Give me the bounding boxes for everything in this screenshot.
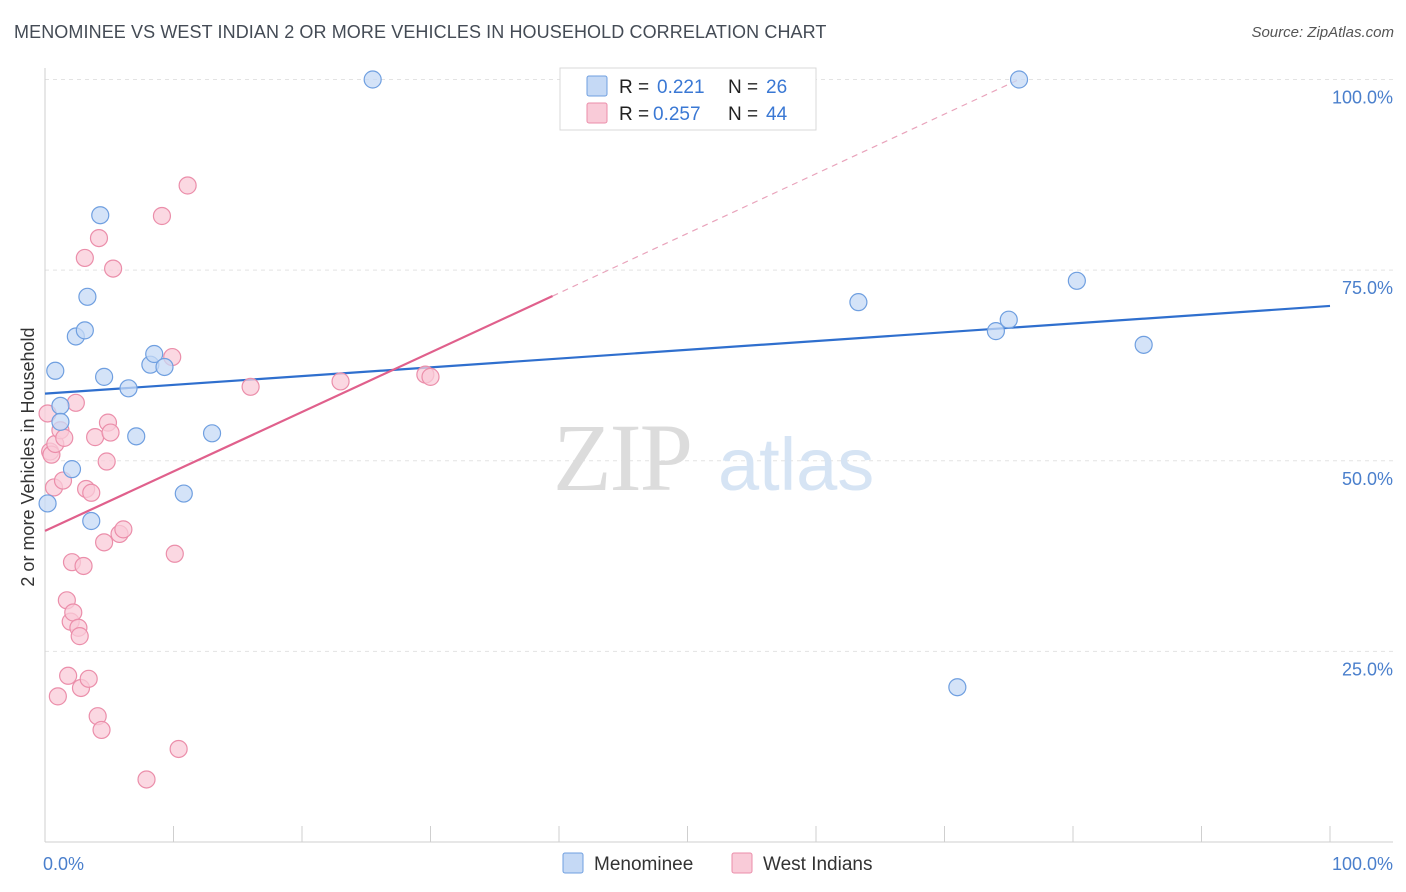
point-west-indians bbox=[169, 739, 188, 759]
point-west-indians bbox=[92, 720, 111, 740]
point-west-indians bbox=[97, 452, 116, 471]
point-menominee bbox=[82, 511, 101, 531]
point-menominee bbox=[363, 70, 382, 89]
point-west-indians bbox=[89, 229, 109, 248]
legend-top: R = 0.221 N = 26 R = 0.257 N = 44 bbox=[559, 67, 817, 131]
grid-lines bbox=[45, 79, 1393, 652]
point-west-indians bbox=[86, 428, 105, 447]
legend-n-west-indians: 44 bbox=[766, 104, 788, 125]
y-axis-label: 2 or more Vehicles in Household bbox=[18, 327, 38, 586]
legend-n-label: N = bbox=[728, 77, 758, 98]
legend-r-label: R = bbox=[619, 104, 649, 125]
point-menominee bbox=[51, 396, 70, 415]
watermark: ZIP atlas bbox=[553, 404, 874, 511]
x-tick-label: 100.0% bbox=[1332, 854, 1393, 874]
x-tick-label: 0.0% bbox=[43, 854, 84, 874]
watermark-zip: ZIP bbox=[553, 404, 691, 511]
legend-bottom-swatch-menominee bbox=[562, 852, 584, 874]
point-menominee bbox=[849, 293, 868, 312]
legend-bottom: Menominee West Indians bbox=[562, 852, 872, 875]
point-west-indians bbox=[421, 367, 440, 386]
point-menominee bbox=[986, 322, 1006, 341]
point-west-indians bbox=[95, 533, 114, 552]
point-menominee bbox=[46, 361, 65, 380]
point-west-indians bbox=[48, 687, 67, 706]
legend-bottom-west-indians: West Indians bbox=[763, 854, 872, 875]
point-menominee bbox=[948, 678, 967, 697]
point-menominee bbox=[174, 484, 193, 503]
point-menominee bbox=[127, 427, 146, 446]
legend-bottom-menominee: Menominee bbox=[594, 854, 693, 875]
point-menominee bbox=[62, 460, 82, 479]
legend-n-menominee: 26 bbox=[766, 77, 787, 98]
point-menominee bbox=[78, 287, 97, 306]
point-west-indians bbox=[101, 423, 120, 442]
point-menominee bbox=[1134, 335, 1153, 354]
point-west-indians bbox=[152, 206, 172, 226]
point-west-indians bbox=[75, 248, 94, 268]
legend-r-menominee: 0.221 bbox=[657, 77, 705, 98]
point-menominee bbox=[155, 357, 174, 377]
trend-line-west-indians bbox=[44, 295, 554, 532]
legend-r-west-indians: 0.257 bbox=[653, 104, 701, 125]
point-menominee bbox=[75, 321, 94, 340]
legend-r-label: R = bbox=[619, 77, 649, 98]
point-west-indians bbox=[74, 556, 93, 576]
point-menominee bbox=[999, 310, 1018, 329]
y-tick-label: 50.0% bbox=[1342, 469, 1393, 489]
point-menominee bbox=[91, 206, 110, 225]
y-tick-label: 75.0% bbox=[1342, 278, 1393, 298]
point-menominee bbox=[51, 412, 70, 431]
y-tick-labels: 100.0% 75.0% 50.0% 25.0% bbox=[1332, 88, 1393, 680]
source-label: Source: ZipAtlas.com bbox=[1251, 24, 1394, 41]
point-menominee bbox=[95, 367, 114, 386]
legend-swatch-menominee bbox=[586, 75, 608, 97]
legend-swatch-west-indians bbox=[586, 102, 608, 124]
point-menominee bbox=[1009, 70, 1029, 89]
watermark-atlas: atlas bbox=[718, 423, 874, 506]
point-west-indians bbox=[331, 372, 350, 391]
point-menominee bbox=[38, 494, 57, 513]
x-tick-labels: 0.0% 100.0% bbox=[43, 854, 1393, 874]
y-tick-label: 25.0% bbox=[1342, 659, 1393, 679]
point-west-indians bbox=[82, 483, 101, 502]
point-menominee bbox=[202, 424, 222, 443]
point-menominee bbox=[1067, 271, 1086, 290]
point-west-indians bbox=[241, 377, 260, 396]
point-west-indians bbox=[114, 520, 133, 539]
point-west-indians bbox=[59, 666, 78, 685]
point-west-indians bbox=[66, 393, 85, 412]
point-west-indians bbox=[79, 669, 98, 688]
trend-lines bbox=[44, 78, 1331, 532]
chart-title: MENOMINEE VS WEST INDIAN 2 OR MORE VEHIC… bbox=[14, 22, 827, 42]
point-menominee bbox=[119, 379, 138, 398]
legend-bottom-swatch-west-indians bbox=[731, 852, 753, 874]
data-points bbox=[38, 70, 1153, 789]
point-west-indians bbox=[104, 259, 123, 278]
trend-line-menominee bbox=[44, 304, 1331, 395]
trend-line-west-indians-extension bbox=[552, 78, 1020, 297]
point-west-indians bbox=[137, 770, 156, 789]
y-tick-label: 100.0% bbox=[1332, 88, 1393, 108]
legend-n-label: N = bbox=[728, 104, 758, 125]
point-west-indians bbox=[64, 603, 83, 622]
point-west-indians bbox=[70, 627, 89, 646]
point-menominee bbox=[145, 344, 164, 364]
point-west-indians bbox=[165, 544, 184, 563]
point-west-indians bbox=[178, 176, 197, 195]
point-west-indians bbox=[55, 428, 74, 447]
